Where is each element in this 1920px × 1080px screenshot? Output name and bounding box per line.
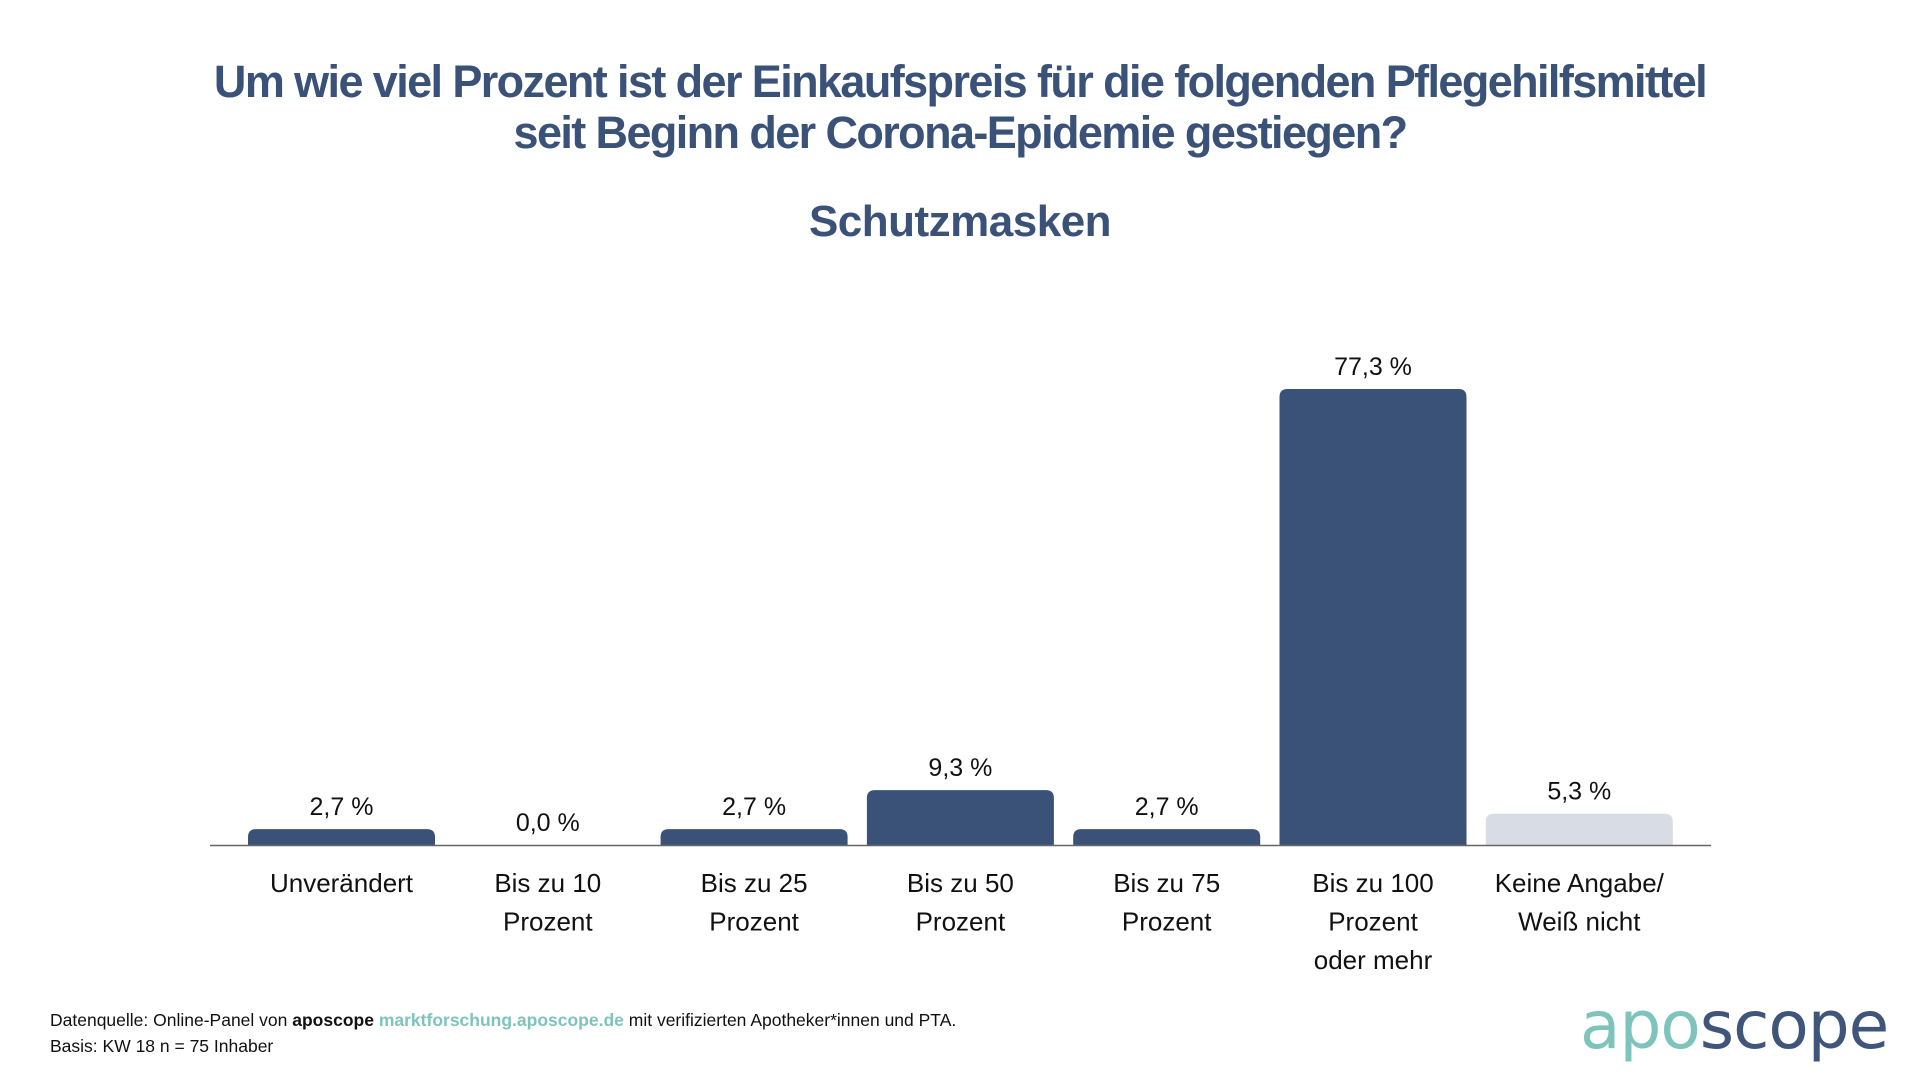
category-label-line: Prozent [916,907,1006,937]
category-label: Bis zu 10 Prozent [494,868,601,937]
data-label: 2,7 % [310,793,374,821]
category-label-line: Prozent [1328,907,1418,937]
source-suffix: mit verifizierten Apotheker*innen und PT… [623,1010,957,1030]
data-label: 2,7 % [722,793,786,821]
category-label: Bis zu 75 Prozent [1113,868,1220,937]
category-label-line: Bis zu 75 [1113,868,1220,898]
bars-group [248,389,1673,845]
footer-source: Datenquelle: Online-Panel von aposcope m… [50,1007,956,1059]
data-label: 5,3 % [1547,778,1611,806]
data-label: 2,7 % [1135,793,1199,821]
category-label: Bis zu 100 Prozent oder mehr [1312,868,1433,975]
bar [1073,829,1261,845]
category-label: Bis zu 50 Prozent [907,868,1014,937]
footer-source-line: Datenquelle: Online-Panel von aposcope m… [50,1007,956,1033]
value-labels-group: 2,7 % 0,0 % 2,7 % 9,3 % 2,7 % 77,3 % 5,3 % [310,353,1612,837]
source-link[interactable]: marktforschung.aposcope.de [378,1010,624,1030]
category-label-line: Bis zu 100 [1312,868,1433,898]
category-label-line: Bis zu 50 [907,868,1014,898]
source-brand: aposcope [292,1010,374,1030]
bar [1279,389,1467,845]
category-label-line: Prozent [709,907,799,937]
bar [866,790,1054,845]
data-label: 0,0 % [516,809,580,837]
bar [660,829,848,845]
source-prefix: Datenquelle: Online-Panel von [50,1010,293,1030]
bar [248,829,435,845]
category-label: Bis zu 25 Prozent [701,868,808,937]
category-label-line: oder mehr [1314,945,1433,975]
data-label: 9,3 % [928,754,992,782]
logo-part-apo: apo [1580,987,1701,1064]
chart-title-line-2: seit Beginn der Corona-Epidemie gestiege… [513,107,1409,158]
category-label-line: Prozent [1122,907,1212,937]
category-label-line: Bis zu 25 [701,868,808,898]
category-label-line: Prozent [503,907,593,937]
bar [1485,813,1673,845]
logo-part-scope: scope [1699,987,1890,1064]
category-label-line: Unverändert [270,868,414,898]
category-label-line: Weiß nicht [1518,907,1641,937]
category-label-line: Keine Angabe/ [1495,868,1665,898]
category-labels-group: Unverändert Bis zu 10 Prozent Bis zu 25 Proz… [270,868,1665,975]
aposcope-logo: aposcope [1580,986,1890,1066]
data-label: 77,3 % [1334,353,1412,381]
chart-title: Um wie viel Prozent ist der Einkaufsprei… [0,56,1920,158]
bar-chart: 2,7 % 0,0 % 2,7 % 9,3 % 2,7 % 77,3 % 5,3 % Unv… [210,353,1711,975]
category-label: Unverändert [270,868,414,898]
category-label-line: Bis zu 10 [494,868,601,898]
category-label: Keine Angabe/Weiß nicht [1495,868,1665,937]
footer-basis: Basis: KW 18 n = 75 Inhaber [50,1036,274,1056]
chart-subtitle: Schutzmasken [808,197,1112,246]
chart-title-line-1: Um wie viel Prozent ist der Einkaufsprei… [213,56,1708,107]
